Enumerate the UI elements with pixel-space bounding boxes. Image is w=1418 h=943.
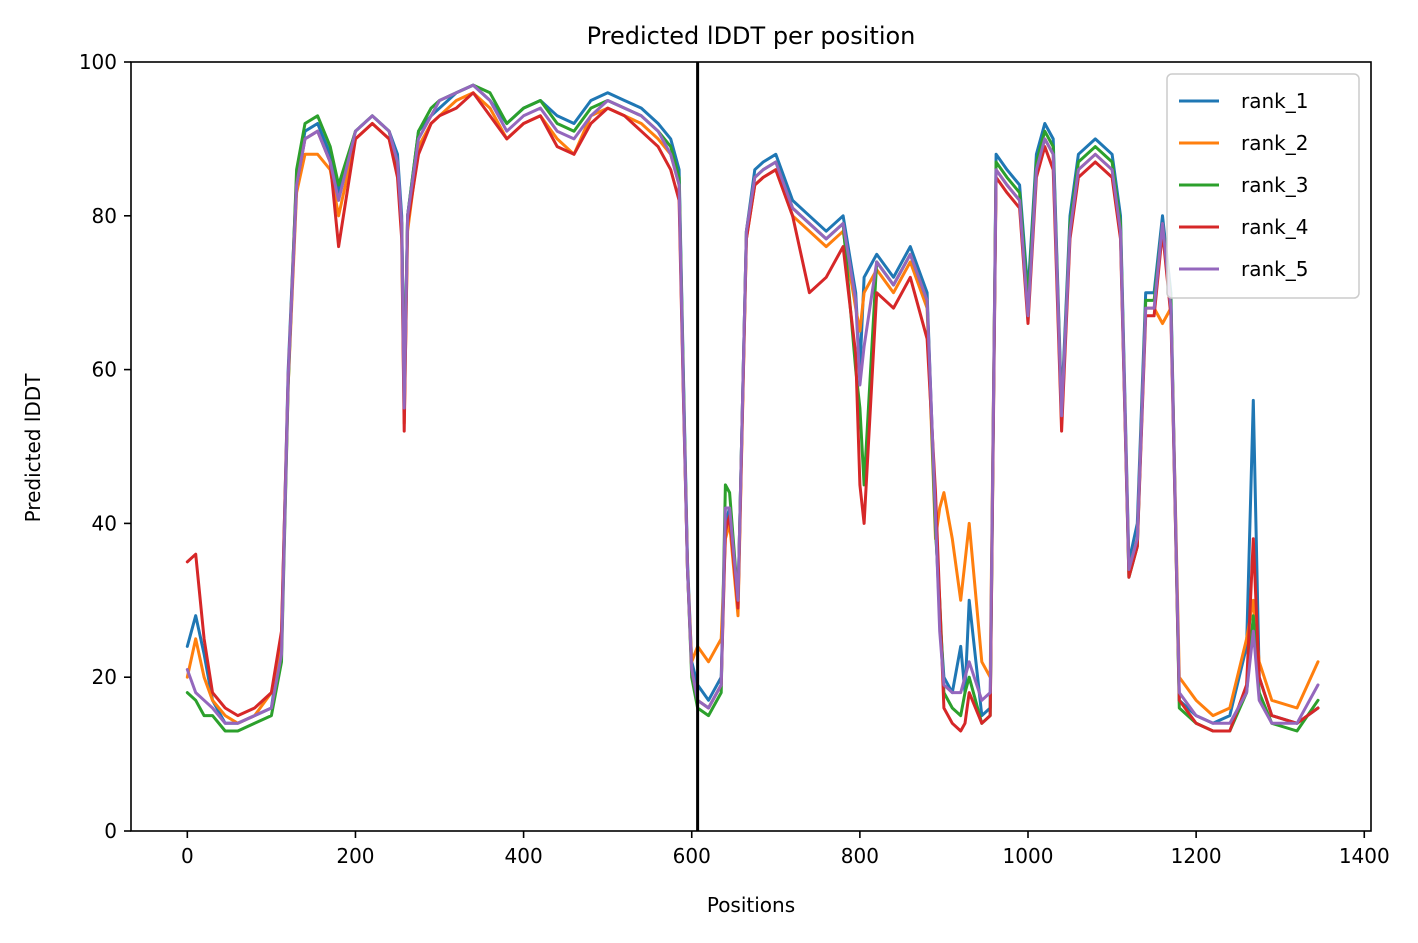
legend-label-rank_5: rank_5 xyxy=(1241,257,1308,281)
y-tick-label: 80 xyxy=(92,204,117,228)
legend-box xyxy=(1166,73,1360,299)
legend: rank_1 rank_2 rank_3 rank_4 rank_5 xyxy=(1166,73,1360,299)
x-tick-label: 600 xyxy=(673,844,711,868)
series-line-rank_1 xyxy=(185,83,1320,725)
x-tick-label: 800 xyxy=(841,844,879,868)
y-axis-label: Predicted lDDT xyxy=(21,373,45,523)
legend-label-rank_2: rank_2 xyxy=(1241,131,1308,155)
y-tick-label: 40 xyxy=(92,511,117,535)
y-tick-label: 0 xyxy=(104,819,117,843)
x-tick-label: 400 xyxy=(505,844,543,868)
x-tick-label: 0 xyxy=(181,844,194,868)
series-layer xyxy=(185,83,1320,733)
y-tick-label: 20 xyxy=(92,665,117,689)
y-tick-label: 60 xyxy=(92,358,117,382)
chart-title: Predicted lDDT per position xyxy=(587,22,916,50)
y-tick-label: 100 xyxy=(79,50,117,74)
plot-frame xyxy=(130,61,1372,832)
x-tick-label: 1400 xyxy=(1339,844,1390,868)
legend-label-rank_4: rank_4 xyxy=(1241,215,1308,239)
axes-layer: 0 200 400 600 800 1000 1200 1400 0 20 40 60 80 100 xyxy=(79,50,1390,868)
legend-label-rank_3: rank_3 xyxy=(1241,173,1308,197)
legend-label-rank_1: rank_1 xyxy=(1241,89,1308,113)
x-tick-label: 1000 xyxy=(1003,844,1054,868)
x-tick-label: 1200 xyxy=(1171,844,1222,868)
x-axis-label: Positions xyxy=(707,893,795,917)
x-tick-label: 200 xyxy=(336,844,374,868)
series-line-rank_5 xyxy=(185,83,1320,725)
